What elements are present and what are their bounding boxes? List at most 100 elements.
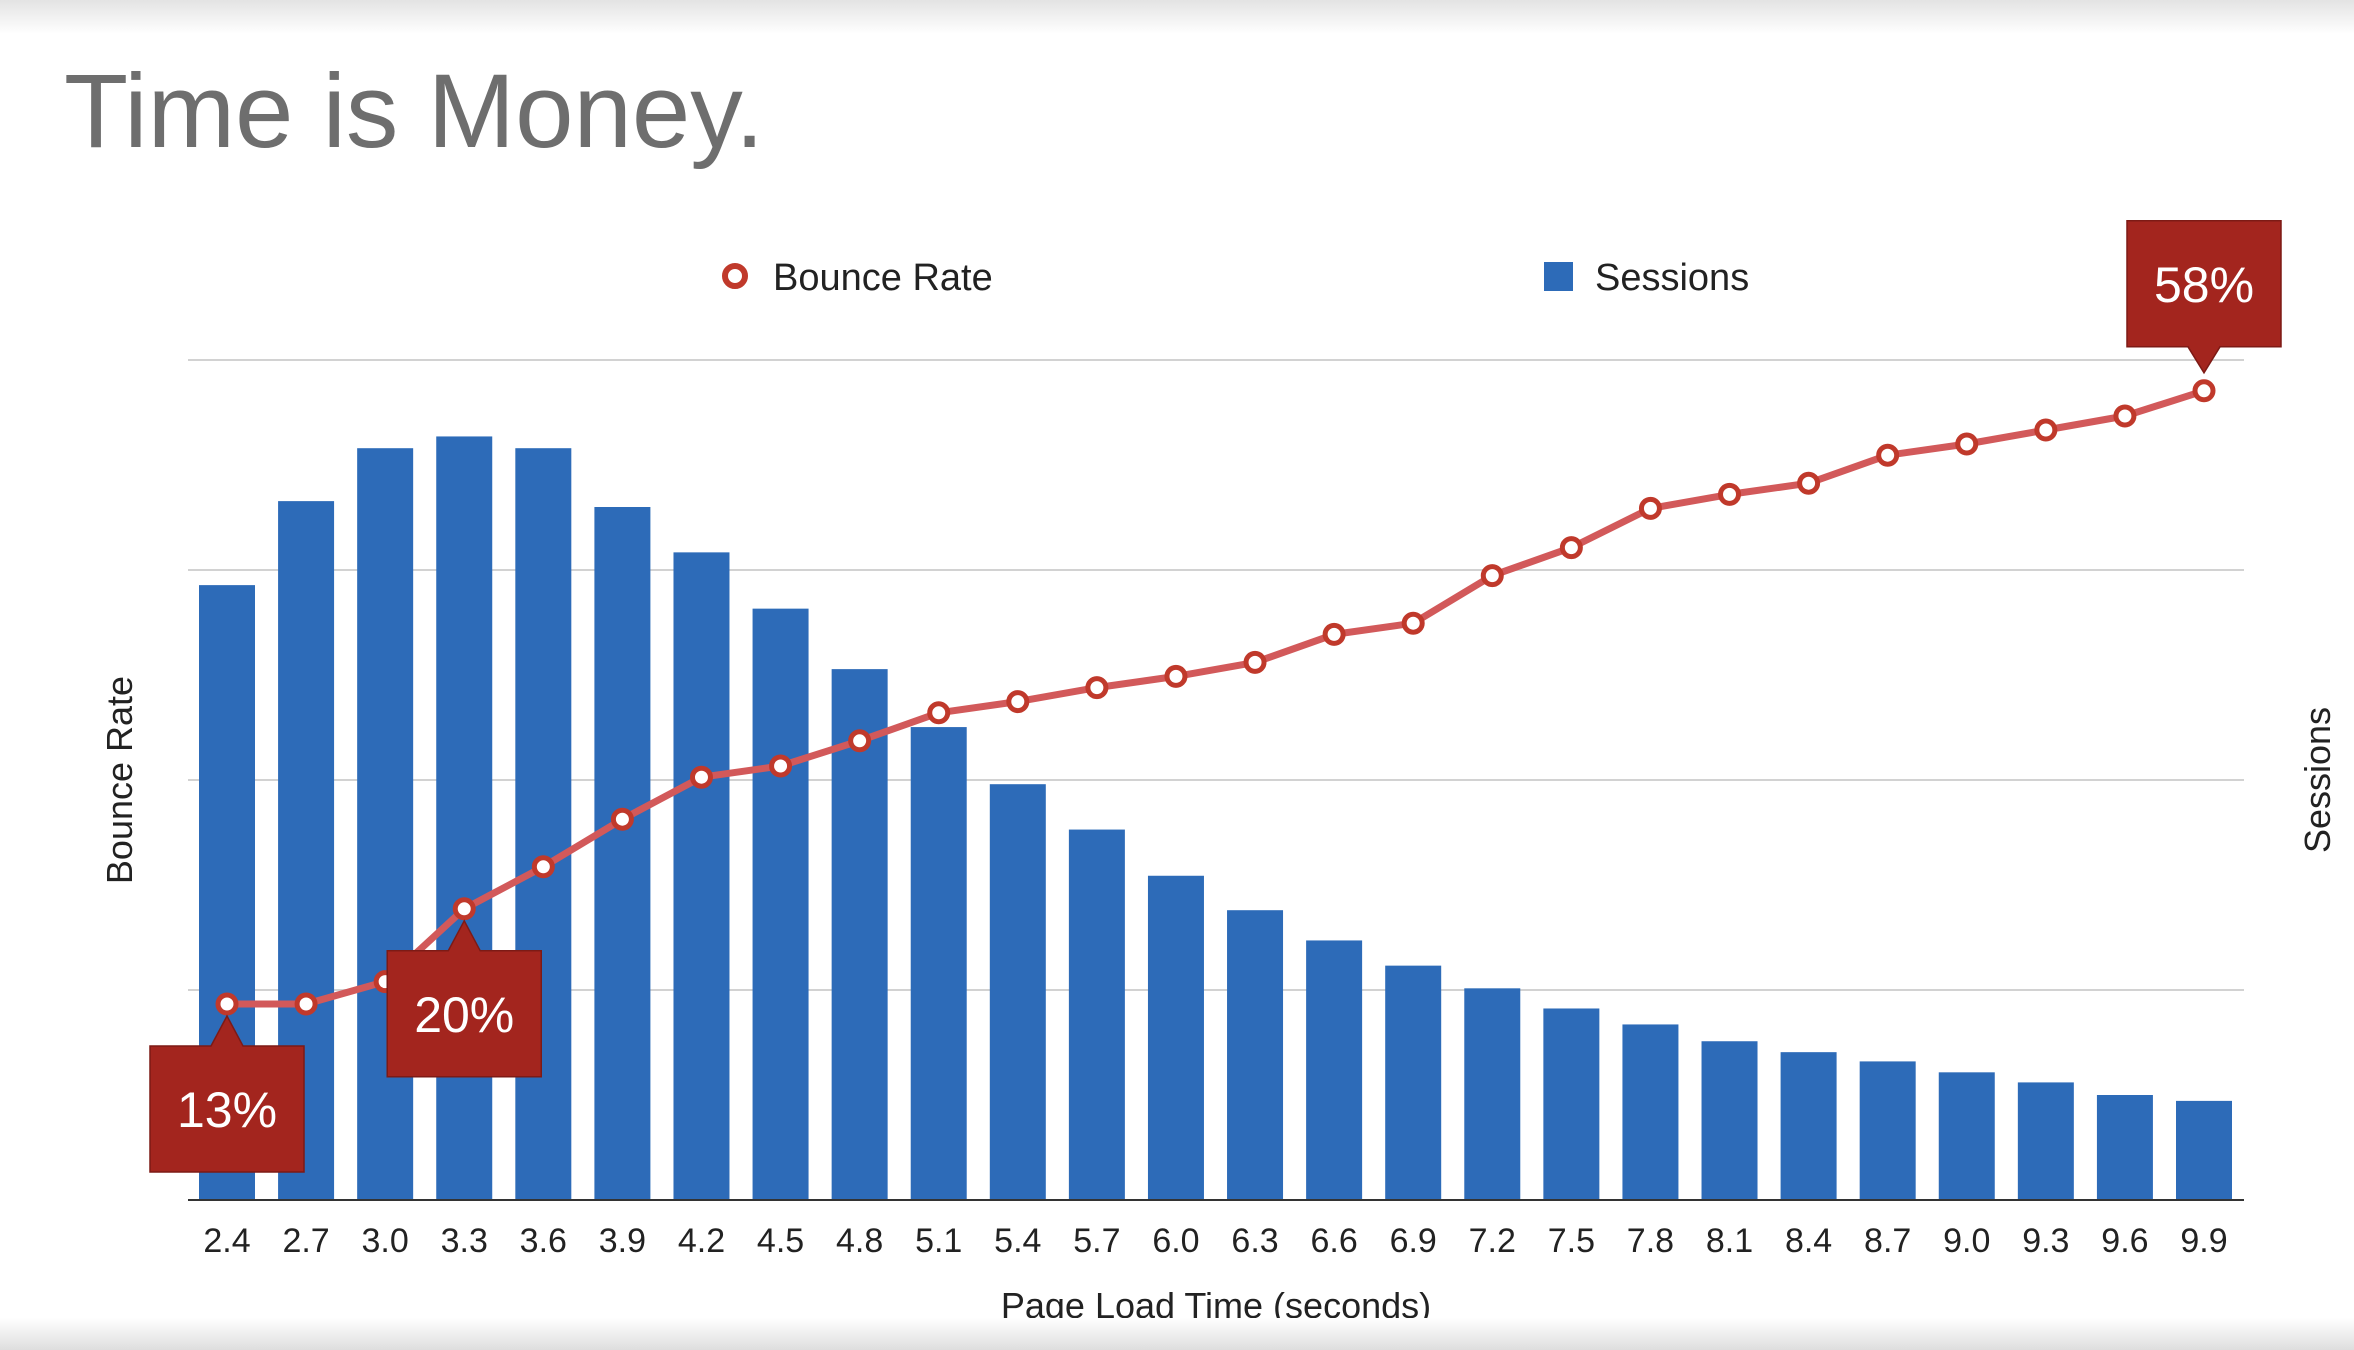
- x-tick-label: 6.9: [1390, 1222, 1437, 1260]
- x-tick-label: 3.3: [441, 1222, 488, 1260]
- bounce-rate-point: [769, 754, 793, 778]
- bounce-rate-series-line: [227, 387, 2206, 1008]
- bounce-rate-point: [1797, 471, 1821, 495]
- sessions-bar: [1938, 1072, 1995, 1200]
- x-tick-label: 3.0: [362, 1222, 409, 1260]
- x-tick-label: 3.9: [599, 1222, 646, 1260]
- sessions-bar: [1780, 1052, 1837, 1200]
- bounce-rate-point: [848, 729, 872, 753]
- x-tick-label: 5.1: [915, 1222, 962, 1260]
- x-tick-label: 2.7: [282, 1222, 329, 1260]
- x-tick-label: 8.4: [1785, 1222, 1832, 1260]
- x-tick-label: 6.0: [1152, 1222, 1199, 1260]
- x-tick-label: 7.8: [1627, 1222, 1674, 1260]
- x-tick-label: 6.3: [1231, 1222, 1278, 1260]
- bounce-rate-point: [1006, 690, 1030, 714]
- sessions-bar: [436, 436, 493, 1200]
- sessions-bar: [1227, 910, 1284, 1200]
- bounce-rate-point: [927, 701, 951, 725]
- sessions-bar: [831, 669, 888, 1200]
- bounce-rate-point: [1243, 650, 1267, 674]
- sessions-bar: [1464, 988, 1521, 1200]
- bounce-rate-point: [1401, 611, 1425, 635]
- callout-box: [2126, 220, 2282, 375]
- bounce-rate-point: [294, 992, 318, 1016]
- bottom-shadow: [0, 1318, 2354, 1350]
- x-tick-label: 8.7: [1864, 1222, 1911, 1260]
- sessions-bar: [1701, 1041, 1758, 1200]
- legend-marker-bounce-rate: [722, 263, 748, 289]
- x-tick-label: 7.2: [1469, 1222, 1516, 1260]
- callout: 58%: [2126, 220, 2282, 375]
- sessions-bar: [752, 608, 809, 1200]
- bounce-rate-point: [1559, 536, 1583, 560]
- x-tick-label: 5.7: [1073, 1222, 1120, 1260]
- chart-title: Time is Money.: [64, 53, 765, 170]
- sessions-bar: [594, 507, 651, 1200]
- x-tick-label: 3.6: [520, 1222, 567, 1260]
- sessions-bar: [1306, 940, 1363, 1200]
- sessions-bar: [1859, 1061, 1916, 1200]
- sessions-bar: [910, 727, 967, 1200]
- legend-label-bounce-rate: Bounce Rate: [773, 257, 993, 299]
- x-tick-label: 4.8: [836, 1222, 883, 1260]
- x-tick-label: 9.6: [2101, 1222, 2148, 1260]
- sessions-bar: [1068, 829, 1125, 1200]
- x-tick-label: 6.6: [1310, 1222, 1357, 1260]
- x-tick-label: 5.4: [994, 1222, 1041, 1260]
- bounce-rate-point: [215, 992, 239, 1016]
- sessions-bar: [673, 552, 730, 1200]
- bounce-rate-point: [2113, 404, 2137, 428]
- sessions-bar: [1622, 1024, 1679, 1200]
- sessions-bar: [2176, 1100, 2232, 1200]
- sessions-bars: [199, 436, 2232, 1200]
- sessions-bar: [357, 448, 414, 1200]
- callout-label: 58%: [2154, 257, 2254, 313]
- axes: 2.4 2.7 3.0 3.3 3.6 3.9 4.2 4.5 4.8 5.1 5.4 5.7 6.0 6…: [188, 1199, 2244, 1260]
- sessions-bar: [2017, 1082, 2074, 1200]
- bounce-rate-point: [2192, 379, 2216, 403]
- bounce-rate-point: [689, 765, 713, 789]
- callout: 20%: [386, 919, 542, 1078]
- y-axis-label-right: Sessions: [2297, 707, 2338, 853]
- sessions-bar: [989, 784, 1046, 1200]
- sessions-bar: [2096, 1095, 2153, 1200]
- bounce-rate-point: [1638, 496, 1662, 520]
- x-tick-label: 9.3: [2022, 1222, 2069, 1260]
- bounce-rate-point: [1480, 564, 1504, 588]
- sessions-bar: [1543, 1008, 1600, 1200]
- x-tick-label: 4.2: [678, 1222, 725, 1260]
- sessions-bar: [515, 448, 572, 1200]
- sessions-bar: [1147, 875, 1204, 1200]
- bounce-rate-point: [1164, 664, 1188, 688]
- legend: Bounce Rate Sessions: [722, 257, 1749, 299]
- bounce-rate-line: [215, 379, 2216, 1016]
- callout-box: [386, 919, 542, 1078]
- bounce-rate-point: [452, 897, 476, 921]
- bounce-rate-point: [1955, 432, 1979, 456]
- x-tick-label: 2.4: [203, 1222, 250, 1260]
- bounce-rate-point: [1718, 482, 1742, 506]
- legend-label-sessions: Sessions: [1595, 257, 1749, 299]
- x-tick-label: 9.0: [1943, 1222, 1990, 1260]
- bounce-rate-point: [1322, 622, 1346, 646]
- legend-marker-sessions: [1544, 262, 1573, 291]
- top-shadow: [0, 0, 2354, 34]
- x-tick-label: 9.9: [2180, 1222, 2227, 1260]
- x-tick-label: 7.5: [1548, 1222, 1595, 1260]
- x-tick-label: 8.1: [1706, 1222, 1753, 1260]
- bounce-rate-point: [1876, 443, 1900, 467]
- x-tick-label: 4.5: [757, 1222, 804, 1260]
- bounce-rate-point: [1085, 676, 1109, 700]
- y-axis-label-left: Bounce Rate: [99, 676, 140, 884]
- bounce-rate-point: [531, 855, 555, 879]
- bounce-rate-point: [2034, 418, 2058, 442]
- callout-label: 20%: [414, 987, 514, 1043]
- callout: 13%: [149, 1014, 305, 1173]
- callout-label: 13%: [177, 1082, 277, 1138]
- callouts: 13% 20% 58%: [149, 220, 2282, 1173]
- bounce-rate-point: [610, 807, 634, 831]
- callout-box: [149, 1014, 305, 1173]
